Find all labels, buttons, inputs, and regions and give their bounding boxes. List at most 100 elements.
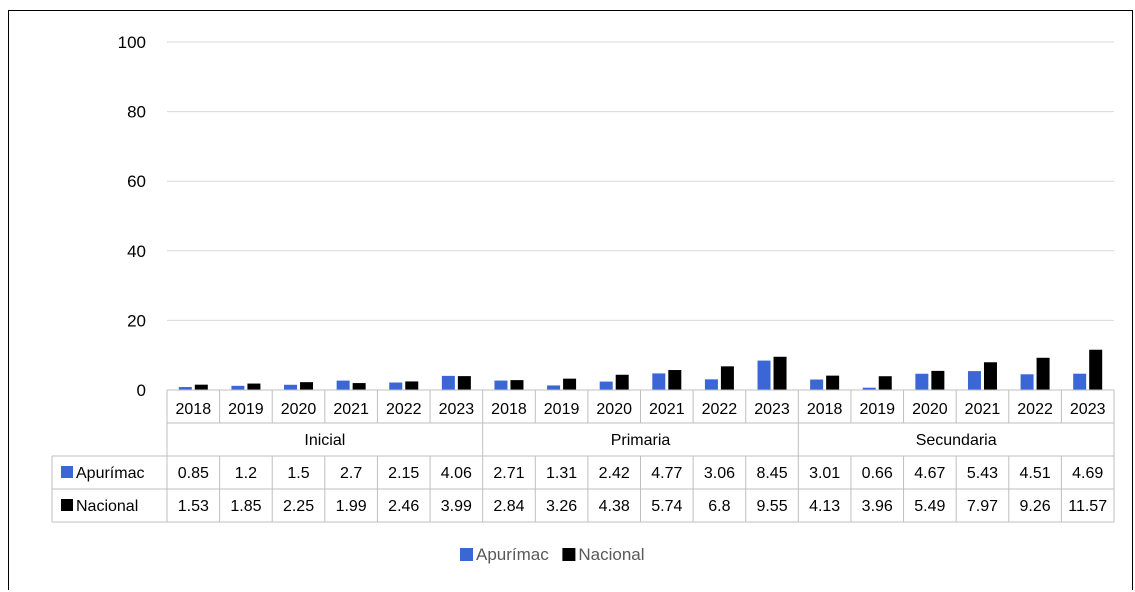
data-value: 0.85 bbox=[178, 465, 209, 482]
bar-nacional bbox=[878, 376, 892, 390]
data-value: 1.53 bbox=[178, 498, 209, 515]
data-value: 2.7 bbox=[340, 465, 362, 482]
legend-label: Apurímac bbox=[476, 545, 549, 564]
data-value: 3.26 bbox=[546, 498, 577, 515]
bar-apurmac bbox=[599, 381, 613, 390]
data-value: 2.46 bbox=[388, 498, 419, 515]
data-value: 4.69 bbox=[1072, 465, 1103, 482]
bar-nacional bbox=[668, 370, 682, 390]
bar-apurmac bbox=[862, 387, 876, 390]
y-tick-label: 100 bbox=[118, 33, 146, 52]
year-label: 2022 bbox=[386, 401, 422, 418]
data-value: 0.66 bbox=[862, 465, 893, 482]
data-value: 4.06 bbox=[441, 465, 472, 482]
legend-label: Nacional bbox=[578, 545, 644, 564]
bar-apurmac bbox=[915, 373, 929, 390]
data-value: 3.99 bbox=[441, 498, 472, 515]
year-label: 2019 bbox=[228, 401, 264, 418]
data-value: 2.71 bbox=[493, 465, 524, 482]
bar-apurmac bbox=[494, 380, 508, 390]
gridlines bbox=[167, 41, 1114, 321]
bar-apurmac bbox=[1073, 373, 1087, 390]
bar-apurmac bbox=[547, 385, 561, 390]
year-label: 2023 bbox=[754, 401, 790, 418]
year-label: 2020 bbox=[596, 401, 632, 418]
year-label: 2023 bbox=[1070, 401, 1106, 418]
year-label: 2021 bbox=[649, 401, 685, 418]
year-label: 2021 bbox=[333, 401, 369, 418]
group-label: Secundaria bbox=[916, 432, 997, 449]
group-label: Inicial bbox=[304, 432, 345, 449]
data-value: 4.13 bbox=[809, 498, 840, 515]
data-table: 2018 2019 2020 2021 2022 2023 2018 2019 2020 2021… bbox=[51, 389, 1115, 523]
data-value: 4.77 bbox=[651, 465, 682, 482]
year-label: 2019 bbox=[859, 401, 895, 418]
data-value: 1.85 bbox=[230, 498, 261, 515]
data-value: 2.15 bbox=[388, 465, 419, 482]
year-label: 2018 bbox=[176, 401, 212, 418]
table-series-key bbox=[61, 499, 73, 511]
bar-apurmac bbox=[652, 373, 666, 390]
y-tick-label: 0 bbox=[137, 381, 146, 400]
bars bbox=[178, 349, 1103, 390]
bar-apurmac bbox=[967, 371, 981, 390]
bar-apurmac bbox=[1020, 374, 1034, 390]
data-value: 1.31 bbox=[546, 465, 577, 482]
bar-apurmac bbox=[810, 379, 824, 390]
data-value: 1.99 bbox=[336, 498, 367, 515]
bar-nacional bbox=[720, 366, 734, 390]
bar-nacional bbox=[563, 378, 577, 390]
bar-nacional bbox=[826, 375, 840, 390]
year-label: 2022 bbox=[1017, 401, 1053, 418]
data-value: 5.43 bbox=[967, 465, 998, 482]
year-label: 2023 bbox=[439, 401, 475, 418]
data-value: 6.8 bbox=[708, 498, 730, 515]
data-value: 3.96 bbox=[862, 498, 893, 515]
bar-apurmac bbox=[336, 380, 350, 390]
bar-nacional bbox=[405, 381, 419, 390]
legend-key bbox=[460, 548, 473, 561]
year-label: 2019 bbox=[544, 401, 580, 418]
bar-nacional bbox=[247, 383, 261, 390]
data-value: 1.2 bbox=[235, 465, 257, 482]
bar-apurmac bbox=[441, 375, 455, 390]
data-value: 3.01 bbox=[809, 465, 840, 482]
bar-apurmac bbox=[757, 360, 771, 390]
bar-apurmac bbox=[389, 382, 403, 390]
data-value: 9.26 bbox=[1020, 498, 1051, 515]
bar-nacional bbox=[1089, 349, 1103, 390]
bar-nacional bbox=[194, 384, 208, 390]
bar-apurmac bbox=[231, 385, 245, 390]
bar-apurmac bbox=[704, 379, 718, 390]
bar-nacional bbox=[352, 383, 366, 390]
bar-nacional bbox=[931, 370, 945, 390]
data-value: 4.38 bbox=[599, 498, 630, 515]
table-series-name: Nacional bbox=[76, 498, 138, 515]
data-value: 3.06 bbox=[704, 465, 735, 482]
y-tick-label: 40 bbox=[127, 242, 146, 261]
group-label: Primaria bbox=[611, 432, 671, 449]
year-label: 2018 bbox=[491, 401, 527, 418]
bar-apurmac bbox=[284, 384, 298, 390]
data-value: 8.45 bbox=[756, 465, 787, 482]
bar-nacional bbox=[457, 376, 471, 390]
y-axis-ticks: 0 20 40 60 80 100 bbox=[118, 33, 146, 400]
bar-nacional bbox=[773, 356, 787, 390]
data-value: 2.84 bbox=[493, 498, 524, 515]
data-value: 5.74 bbox=[651, 498, 682, 515]
bar-nacional bbox=[510, 380, 524, 390]
chart-frame bbox=[8, 10, 1133, 590]
year-label: 2018 bbox=[807, 401, 843, 418]
bar-nacional bbox=[1036, 357, 1050, 390]
bar-nacional bbox=[615, 374, 629, 390]
data-value: 1.5 bbox=[287, 465, 309, 482]
data-value: 9.55 bbox=[756, 498, 787, 515]
data-value: 4.67 bbox=[914, 465, 945, 482]
bar-nacional bbox=[983, 362, 997, 390]
y-tick-label: 20 bbox=[127, 311, 146, 330]
bar-nacional bbox=[300, 382, 314, 390]
table-series-name: Apurímac bbox=[76, 465, 144, 482]
y-tick-label: 80 bbox=[127, 103, 146, 122]
data-value: 4.51 bbox=[1020, 465, 1051, 482]
